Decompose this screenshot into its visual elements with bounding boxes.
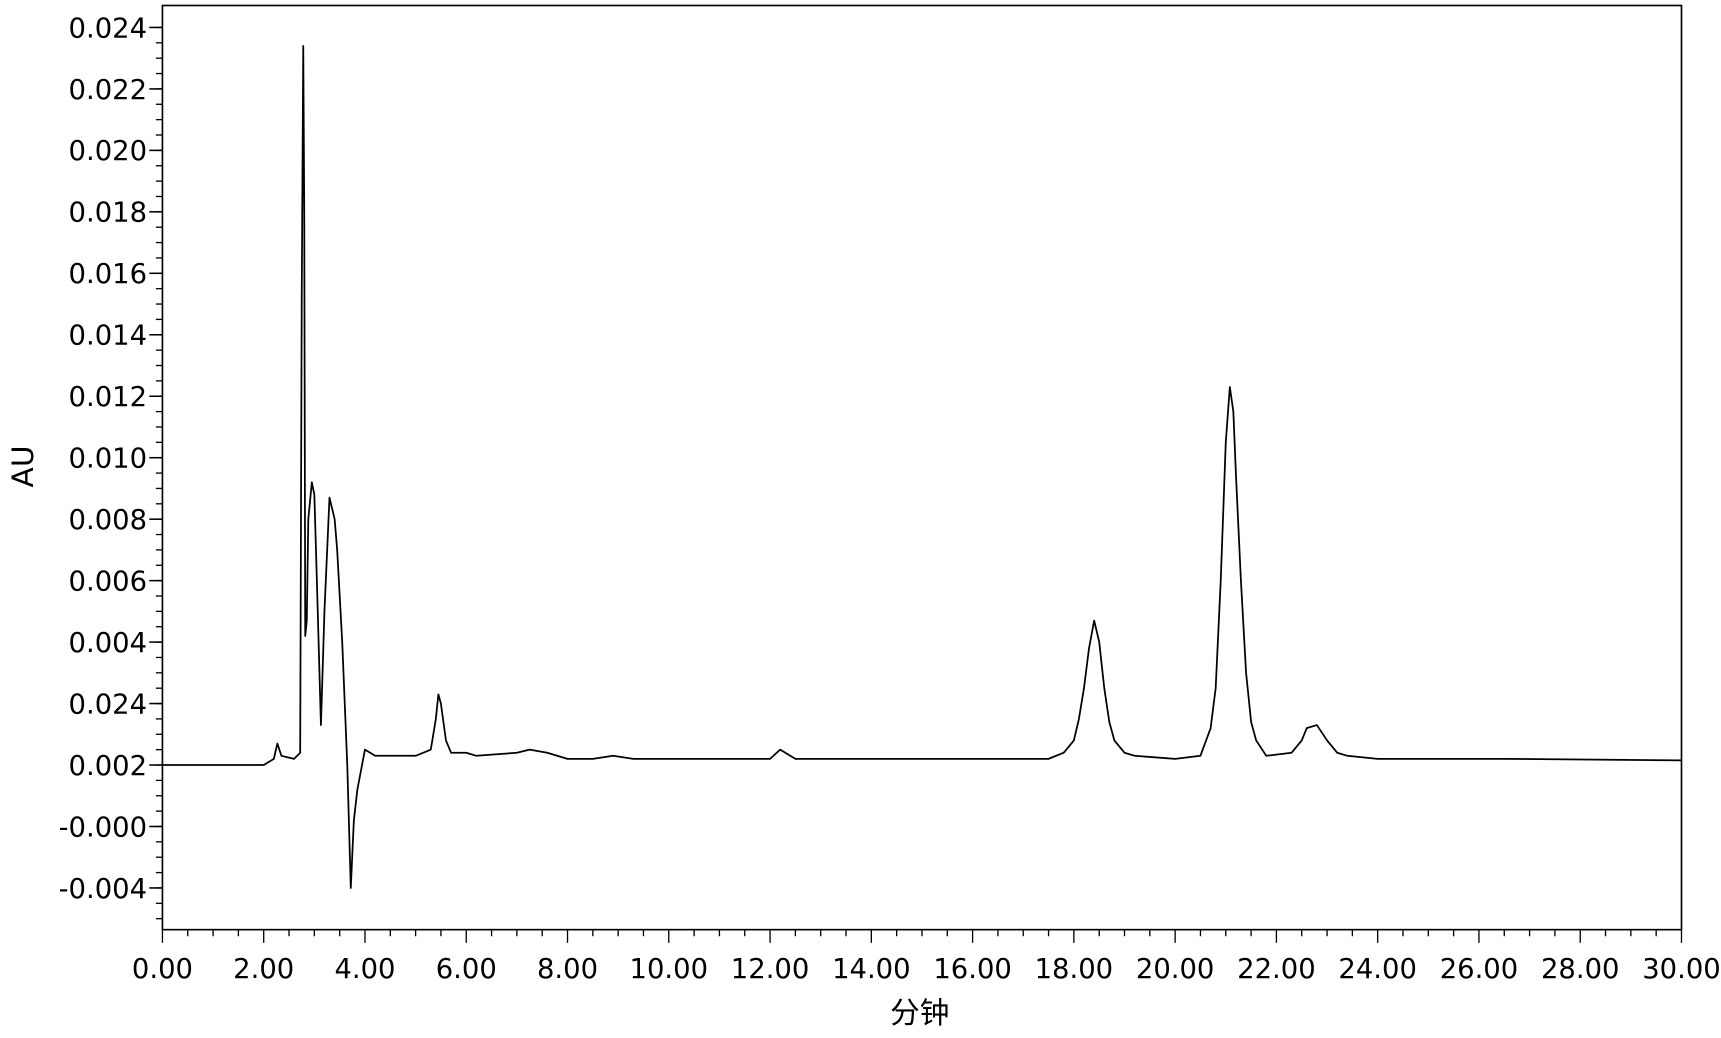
x-tick-label: 24.00 (1338, 954, 1417, 985)
x-tick-label: 0.00 (132, 954, 193, 985)
y-tick-label: 0.010 (69, 444, 148, 475)
y-tick-label: 0.004 (69, 628, 148, 659)
x-tick-label: 30.00 (1642, 954, 1721, 985)
y-tick-label: -0.000 (59, 812, 147, 843)
x-tick-label: 2.00 (233, 954, 294, 985)
x-tick-label: 8.00 (537, 954, 598, 985)
x-axis-title: 分钟 (890, 995, 949, 1030)
y-tick-label: 0.006 (69, 567, 148, 598)
x-tick-label: 18.00 (1035, 954, 1114, 985)
x-tick-label: 4.00 (334, 954, 395, 985)
plot-frame (161, 4, 1683, 931)
y-tick-label: 0.008 (69, 505, 148, 536)
x-tick-label: 26.00 (1440, 954, 1519, 985)
y-tick-label: 0.012 (69, 382, 148, 413)
x-tick-label: 22.00 (1237, 954, 1316, 985)
x-tick-label: 28.00 (1541, 954, 1620, 985)
y-axis-title: AU (5, 446, 40, 488)
x-tick-label: 6.00 (436, 954, 497, 985)
y-tick-label: 0.002 (69, 751, 148, 782)
y-tick-label: 0.024 (69, 13, 148, 44)
x-tick-label: 12.00 (731, 954, 810, 985)
y-tick-label: 0.024 (69, 689, 148, 720)
y-tick-label: 0.020 (69, 136, 148, 167)
y-tick-label: 0.022 (69, 75, 148, 106)
y-tick-label: -0.004 (59, 874, 147, 905)
x-tick-label: 20.00 (1136, 954, 1215, 985)
x-tick-label: 14.00 (832, 954, 911, 985)
y-tick-label: 0.018 (69, 198, 148, 229)
series-line (162, 45, 1682, 889)
x-tick-label: 10.00 (630, 954, 709, 985)
y-tick-label: 0.014 (69, 321, 148, 352)
x-axis: 0.00 2.00 4.00 6.00 8.00 10.00 12.00 14.00 16.00… (132, 929, 1721, 985)
y-axis: 0.024 0.022 0.020 0.018 0.016 0.014 0.012 0.010… (59, 13, 163, 920)
y-tick-label: 0.016 (69, 259, 148, 290)
x-tick-label: 16.00 (933, 954, 1012, 985)
